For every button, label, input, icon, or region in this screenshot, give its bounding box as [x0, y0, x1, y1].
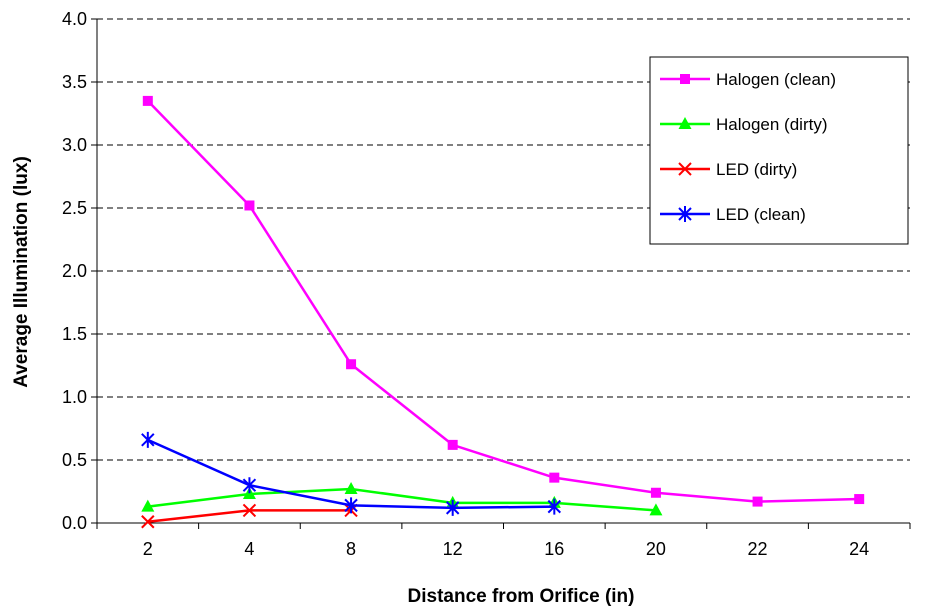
series-line — [147, 487, 657, 512]
marker-star — [445, 499, 460, 516]
marker-x — [141, 515, 155, 529]
series-led-dirty — [141, 503, 358, 529]
x-tick-label: 24 — [849, 539, 869, 559]
y-tick-label: 2.5 — [62, 198, 87, 218]
marker-star — [547, 498, 562, 515]
marker-square — [244, 200, 255, 211]
series-group — [141, 95, 865, 529]
marker-square — [447, 439, 458, 450]
x-tick-label: 12 — [443, 539, 463, 559]
y-tick-label: 4.0 — [62, 9, 87, 29]
y-axis-title: Average Illumination (lux) — [11, 156, 32, 388]
legend-label: LED (clean) — [716, 205, 806, 224]
axes — [91, 18, 911, 529]
x-tick-label: 4 — [244, 539, 254, 559]
marker-triangle — [141, 499, 155, 512]
marker-square — [650, 487, 661, 498]
legend-label: Halogen (dirty) — [716, 115, 828, 134]
legend-entry: LED (dirty) — [660, 160, 797, 179]
series-line — [147, 509, 352, 523]
y-tick-labels: 0.0 0.5 1.0 1.5 2.0 2.5 3.0 3.5 4.0 — [62, 9, 87, 533]
x-tick-label: 20 — [646, 539, 666, 559]
y-tick-label: 3.5 — [62, 72, 87, 92]
legend-entry: Halogen (clean) — [660, 70, 836, 89]
marker-x — [242, 503, 257, 518]
legend: Halogen (clean) Halogen (dirty) LED (dirty… — [649, 56, 909, 245]
x-tick-label: 22 — [748, 539, 768, 559]
y-tick-label: 1.0 — [62, 387, 87, 407]
y-tick-label: 0.0 — [62, 513, 87, 533]
x-tick-label: 16 — [544, 539, 564, 559]
x-tick-label: 2 — [143, 539, 153, 559]
marker-triangle — [344, 481, 358, 494]
x-tick-labels: 2 4 8 12 16 20 22 24 — [143, 539, 869, 559]
grid-lines — [97, 18, 910, 461]
marker-square — [142, 95, 153, 106]
marker-square — [752, 496, 763, 507]
marker-star — [141, 431, 155, 448]
marker-x — [678, 162, 692, 176]
y-tick-label: 0.5 — [62, 450, 87, 470]
x-axis-title: Distance from Orifice (in) — [408, 586, 635, 607]
marker-square — [549, 472, 560, 483]
marker-square — [346, 359, 357, 370]
y-tick-label: 3.0 — [62, 135, 87, 155]
marker-star — [344, 497, 358, 514]
marker-triangle — [649, 503, 663, 516]
marker-triangle — [678, 117, 692, 129]
series-line — [146, 100, 860, 503]
x-tick-label: 8 — [346, 539, 356, 559]
series-halogen-clean — [142, 95, 865, 507]
marker-square — [680, 74, 690, 84]
marker-square — [854, 494, 865, 505]
legend-entry: Halogen (dirty) — [660, 115, 828, 134]
legend-entry: LED (clean) — [660, 205, 806, 224]
legend-label: LED (dirty) — [716, 160, 797, 179]
legend-label: Halogen (clean) — [716, 70, 836, 89]
y-tick-label: 1.5 — [62, 324, 87, 344]
marker-star — [678, 206, 692, 222]
series-led-clean — [141, 431, 562, 516]
y-tick-label: 2.0 — [62, 261, 87, 281]
marker-star — [242, 477, 257, 494]
series-halogen-dirty — [141, 481, 663, 516]
